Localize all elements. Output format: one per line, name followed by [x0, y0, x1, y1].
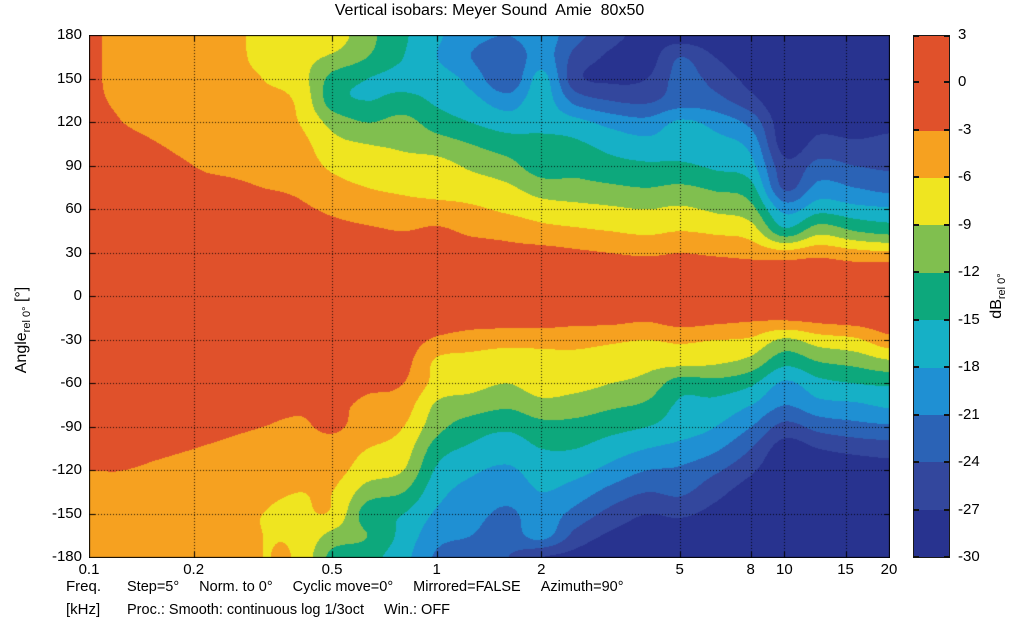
y-axis-label: Anglerel 0° [°] — [13, 245, 33, 415]
x-tick-label: 0.2 — [183, 561, 205, 578]
colorbar-label: dBrel 0° — [988, 236, 1008, 356]
y-tick-label: 30 — [65, 243, 82, 261]
footnote-item: Cyclic move=0° — [292, 579, 394, 595]
y-tick-label: -30 — [60, 330, 82, 348]
colorbar-tick-label: -9 — [958, 215, 972, 233]
colorbar-tick-mark — [944, 461, 950, 463]
colorbar-tick-label: -18 — [958, 358, 980, 376]
colorbar-tick-label: 0 — [958, 73, 967, 91]
colorbar-segment — [914, 320, 949, 368]
colorbar-tick-label: -15 — [958, 310, 980, 328]
y-tick-label: 0 — [73, 287, 82, 304]
colorbar-label-sub: rel 0° — [996, 273, 1009, 300]
x-tick-label: 20 — [880, 561, 898, 578]
colorbar-tick-label: -6 — [958, 168, 972, 186]
colorbar-tick-mark — [913, 81, 919, 83]
y-tick-label: 90 — [65, 156, 82, 174]
footnote-item: Azimuth=90° — [540, 579, 624, 595]
colorbar-tick-label: -12 — [958, 263, 980, 281]
colorbar-tick-mark — [913, 509, 919, 511]
colorbar-tick-mark — [913, 35, 919, 37]
colorbar-label-main: dB — [988, 299, 1005, 319]
y-tick-label: 180 — [56, 26, 82, 43]
colorbar-tick-mark — [913, 556, 919, 558]
y-tick-label: 120 — [56, 113, 82, 130]
y-axis-label-sub: rel 0° — [21, 306, 34, 333]
colorbar-tick-mark — [944, 414, 950, 416]
y-axis-label-unit: [°] — [13, 286, 30, 307]
footnote-line-2: Proc.: Smooth: continuous log 1/3oct Win.… — [127, 602, 450, 618]
y-tick-label: 60 — [65, 200, 82, 217]
footnote-line-1: Step=5° Norm. to 0° Cyclic move=0° Mirrored… — [127, 579, 624, 595]
colorbar-tick-label: 3 — [958, 26, 967, 43]
x-axis-label-unit: [kHz] — [66, 601, 101, 618]
colorbar-tick-mark — [944, 129, 950, 131]
y-tick-label: -90 — [60, 417, 82, 435]
y-tick-label: -120 — [51, 461, 82, 478]
footnote-item: Step=5° — [127, 579, 180, 595]
colorbar-segment — [914, 462, 949, 510]
x-tick-label: 0.1 — [78, 561, 100, 578]
x-tick-label: 0.5 — [321, 561, 343, 578]
colorbar-tick-label: -3 — [958, 120, 972, 138]
colorbar-tick-mark — [913, 414, 919, 416]
x-tick-label: 1 — [432, 561, 441, 578]
colorbar-tick-mark — [944, 35, 950, 37]
colorbar-tick-mark — [944, 271, 950, 273]
x-tick-label: 8 — [746, 561, 755, 578]
y-tick-label: -60 — [60, 374, 82, 391]
colorbar-tick-label: -30 — [958, 548, 980, 565]
colorbar-tick-mark — [944, 319, 950, 321]
x-tick-label: 5 — [675, 561, 684, 578]
colorbar-tick-mark — [944, 176, 950, 178]
y-tick-label: -150 — [51, 504, 82, 522]
x-tick-label: 10 — [775, 561, 793, 578]
colorbar-tick-mark — [944, 509, 950, 511]
footnote-item: Mirrored=FALSE — [413, 579, 521, 595]
x-tick-label: 2 — [537, 561, 546, 578]
colorbar-tick-label: -21 — [958, 405, 980, 423]
x-axis-label-freq: Freq. — [66, 578, 102, 595]
isobar-contour-canvas — [89, 35, 890, 558]
colorbar — [913, 35, 950, 558]
colorbar-tick-mark — [913, 319, 919, 321]
colorbar-tick-mark — [944, 556, 950, 558]
colorbar-tick-mark — [944, 81, 950, 83]
colorbar-tick-mark — [913, 271, 919, 273]
colorbar-segment — [914, 272, 949, 321]
colorbar-segment — [914, 36, 949, 131]
footnote-item: Norm. to 0° — [199, 579, 273, 595]
colorbar-tick-mark — [913, 176, 919, 178]
y-tick-label: 150 — [56, 69, 82, 87]
colorbar-segment — [914, 130, 949, 179]
colorbar-tick-mark — [944, 224, 950, 226]
colorbar-tick-mark — [913, 224, 919, 226]
colorbar-tick-mark — [913, 366, 919, 368]
colorbar-tick-mark — [913, 461, 919, 463]
y-tick-label: -180 — [51, 548, 82, 565]
footnote-item: Proc.: Smooth: continuous log 1/3oct — [127, 602, 364, 618]
chart-title: Vertical isobars: Meyer Sound Amie 80x50 — [334, 2, 645, 19]
footnote-item: Win.: OFF — [383, 602, 451, 618]
y-axis-label-main: Angle — [13, 332, 30, 374]
colorbar-segment — [914, 414, 949, 463]
colorbar-tick-mark — [944, 366, 950, 368]
colorbar-tick-mark — [913, 129, 919, 131]
x-tick-label: 15 — [837, 561, 854, 578]
colorbar-segment — [914, 178, 949, 226]
colorbar-tick-label: -24 — [958, 453, 980, 471]
colorbar-tick-label: -27 — [958, 500, 980, 518]
colorbar-segment — [914, 367, 949, 415]
colorbar-segment — [914, 509, 949, 557]
colorbar-segment — [914, 225, 949, 273]
